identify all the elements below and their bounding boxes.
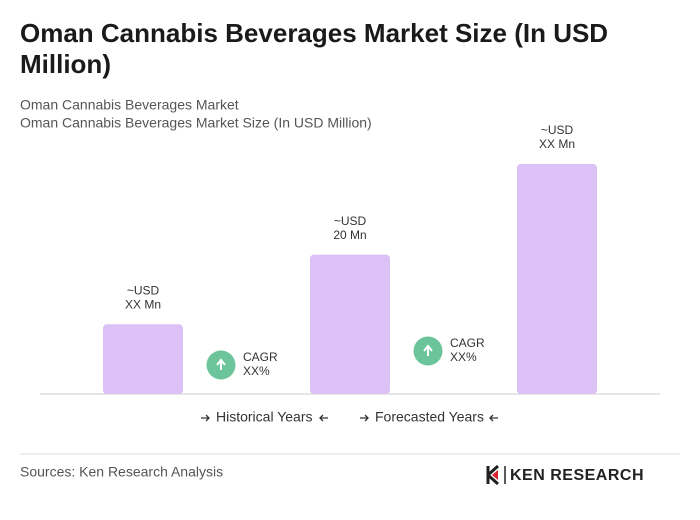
arrow-left (319, 414, 328, 422)
subtitle: Oman Cannabis Beverages Market (20, 97, 239, 113)
value-label: XX Mn (539, 137, 575, 151)
arrow-right (360, 414, 369, 422)
period-label: Historical Years (216, 409, 313, 425)
cagr-arrow (423, 344, 433, 356)
cagr-label: CAGR (450, 336, 485, 350)
cagr-label: XX% (450, 350, 477, 364)
value-label: ~USD (541, 123, 574, 137)
value-label: ~USD (334, 214, 367, 228)
cagr-label: XX% (243, 364, 270, 378)
logo: KEN RESEARCH (510, 467, 644, 484)
source: Sources: Ken Research Analysis (20, 464, 223, 480)
cagr-label: CAGR (243, 350, 278, 364)
bar (103, 324, 183, 394)
logo-icon (486, 464, 506, 486)
value-label: ~USD (127, 283, 160, 297)
bar (517, 164, 597, 394)
period-label: Forecasted Years (375, 409, 484, 425)
subtitle: Oman Cannabis Beverages Market Size (In … (20, 115, 372, 131)
arrow-right (201, 414, 210, 422)
arrow-left (489, 414, 498, 422)
cagr-arrow (216, 358, 226, 370)
value-label: XX Mn (125, 297, 161, 311)
bar (310, 254, 390, 394)
chart-title: Oman Cannabis Beverages Market Size (In … (20, 18, 609, 79)
value-label: 20 Mn (333, 228, 366, 242)
